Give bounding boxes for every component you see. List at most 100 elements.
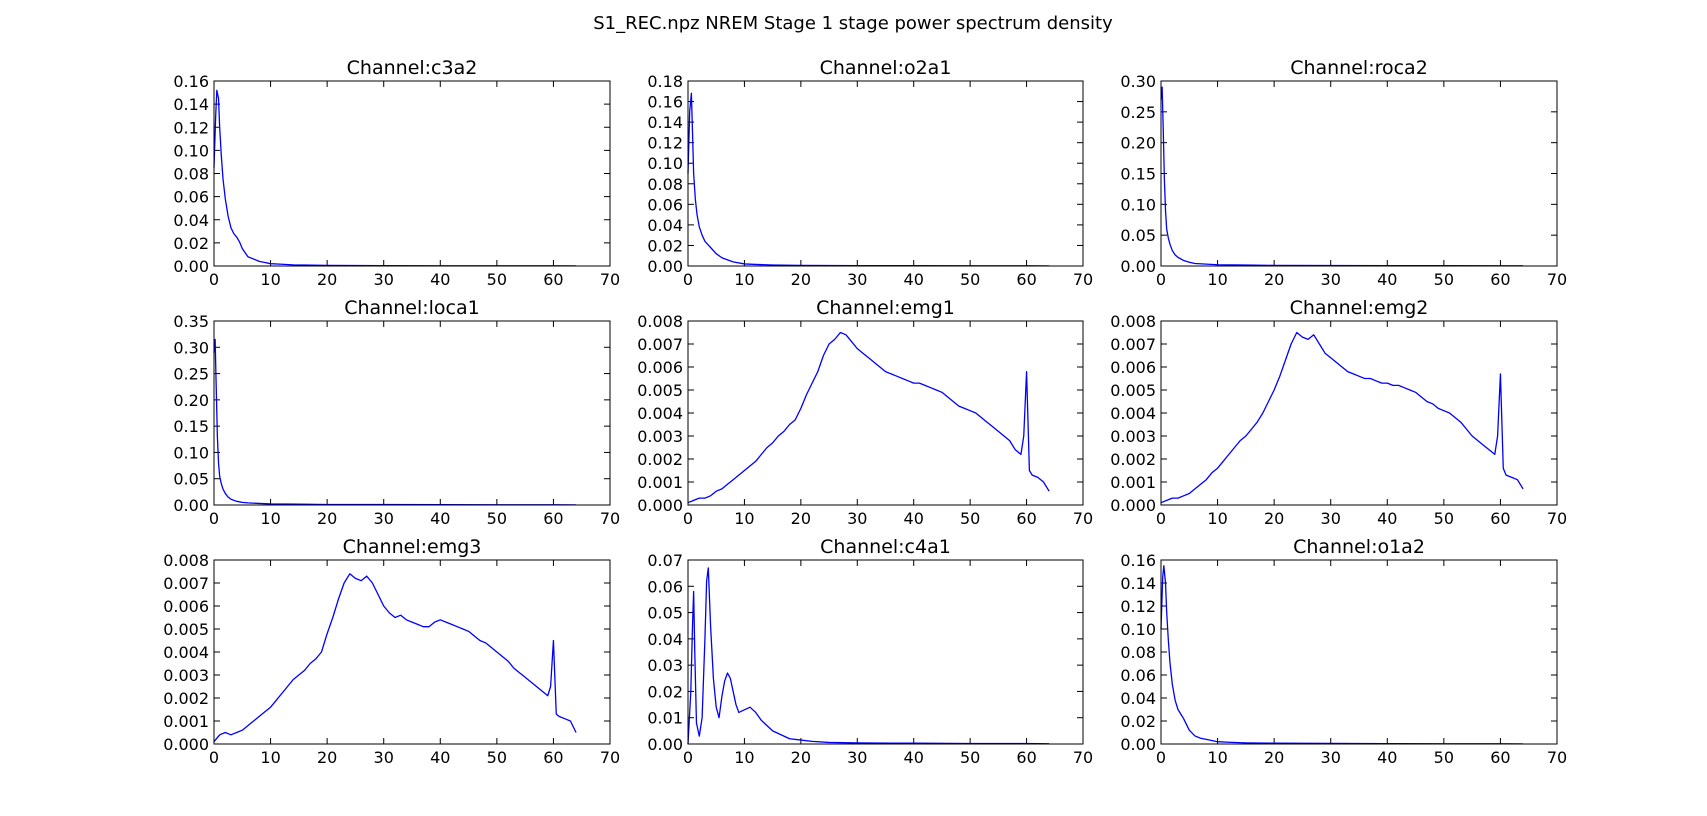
y-tick-label: 0.003 [637, 427, 683, 446]
x-tick-label: 50 [960, 509, 980, 528]
subplot-title: Channel:emg2 [1290, 297, 1429, 319]
x-tick-label: 0 [209, 509, 219, 528]
y-tick-label: 0.006 [163, 597, 209, 616]
x-tick-label: 40 [1377, 748, 1397, 767]
x-tick-label: 20 [791, 509, 811, 528]
subplot-o1a2: Channel:o1a2 0 10 20 30 40 50 60 70 0.00 0.02 0.04 0… [1120, 536, 1567, 767]
y-tick-label: 0.00 [647, 257, 683, 276]
x-tick-label: 20 [1264, 270, 1284, 289]
y-tick-label: 0.16 [1120, 551, 1156, 570]
x-tick-label: 70 [1547, 509, 1567, 528]
subplot-emg1: Channel:emg1 0 10 20 30 40 50 60 70 0.000 0.001 0.0… [637, 297, 1093, 528]
x-tick-label: 30 [1321, 270, 1341, 289]
axes-frame [1160, 320, 1558, 506]
x-tick-label: 50 [487, 509, 507, 528]
x-tick-label: 10 [734, 270, 754, 289]
x-tick-label: 40 [430, 270, 450, 289]
subplot-title: Channel:o2a1 [820, 57, 952, 79]
y-tick-label: 0.008 [1110, 312, 1156, 331]
y-tick-label: 0.10 [1120, 620, 1156, 639]
y-tick-label: 0.20 [173, 391, 209, 410]
x-tick-label: 40 [430, 748, 450, 767]
x-tick-label: 20 [317, 748, 337, 767]
x-tick-label: 60 [1490, 509, 1510, 528]
x-tick-label: 40 [1377, 509, 1397, 528]
x-tick-label: 20 [317, 509, 337, 528]
x-tick-label: 40 [904, 270, 924, 289]
y-tick-label: 0.08 [1120, 643, 1156, 662]
y-tick-label: 0.06 [173, 188, 209, 207]
y-tick-label: 0.07 [647, 551, 683, 570]
axes-frame [687, 320, 1084, 506]
figure-title: S1_REC.npz NREM Stage 1 stage power spec… [593, 13, 1113, 34]
y-tick-label: 0.14 [173, 95, 209, 114]
y-tick-label: 0.007 [637, 335, 683, 354]
y-tick-label: 0.001 [637, 473, 683, 492]
y-tick-label: 0.30 [173, 338, 209, 357]
x-tick-label: 30 [847, 270, 867, 289]
y-tick-label: 0.02 [647, 682, 683, 701]
x-tick-label: 60 [543, 509, 563, 528]
psd-series-line [1160, 565, 1524, 745]
y-tick-label: 0.01 [647, 709, 683, 728]
y-tick-label: 0.00 [1120, 257, 1156, 276]
x-tick-label: 10 [260, 270, 280, 289]
x-tick-label: 20 [791, 748, 811, 767]
y-tick-label: 0.14 [1120, 574, 1156, 593]
axes-frame [213, 320, 611, 506]
y-tick-label: 0.10 [173, 141, 209, 160]
x-tick-label: 70 [1547, 270, 1567, 289]
psd-series-line [687, 331, 1050, 504]
y-tick-label: 0.004 [163, 643, 209, 662]
x-tick-label: 0 [683, 509, 693, 528]
psd-series-line [687, 567, 1050, 745]
y-tick-label: 0.005 [163, 620, 209, 639]
x-tick-label: 40 [1377, 270, 1397, 289]
x-tick-label: 40 [904, 509, 924, 528]
y-tick-label: 0.005 [1110, 381, 1156, 400]
axes-frame [213, 80, 611, 267]
subplot-c4a1: Channel:c4a1 0 10 20 30 40 50 60 70 0.00 0.01 0.02 0… [647, 536, 1093, 767]
y-tick-label: 0.006 [637, 358, 683, 377]
x-tick-label: 30 [374, 748, 394, 767]
x-tick-label: 0 [1156, 270, 1166, 289]
y-tick-label: 0.04 [647, 216, 683, 235]
x-tick-label: 10 [260, 509, 280, 528]
y-tick-label: 0.04 [647, 630, 683, 649]
y-tick-label: 0.30 [1120, 72, 1156, 91]
y-tick-label: 0.05 [647, 604, 683, 623]
x-tick-label: 30 [847, 748, 867, 767]
y-tick-label: 0.003 [1110, 427, 1156, 446]
y-tick-label: 0.06 [647, 577, 683, 596]
y-tick-label: 0.06 [1120, 666, 1156, 685]
y-tick-label: 0.00 [1120, 735, 1156, 754]
y-tick-label: 0.12 [173, 118, 209, 137]
subplot-c3a2: Channel:c3a2 0 10 20 30 40 50 60 70 0.00 0.02 0.04 0… [173, 57, 620, 289]
y-tick-label: 0.000 [1110, 496, 1156, 515]
y-tick-label: 0.05 [173, 470, 209, 489]
x-tick-label: 10 [260, 748, 280, 767]
y-tick-label: 0.00 [173, 257, 209, 276]
y-tick-label: 0.008 [163, 551, 209, 570]
x-tick-label: 70 [600, 270, 620, 289]
x-tick-label: 60 [543, 270, 563, 289]
y-tick-label: 0.002 [1110, 450, 1156, 469]
axes-frame [687, 559, 1084, 745]
x-tick-label: 70 [1073, 748, 1093, 767]
y-tick-label: 0.04 [173, 211, 209, 230]
y-tick-label: 0.02 [1120, 712, 1156, 731]
y-tick-label: 0.08 [173, 165, 209, 184]
x-tick-label: 60 [1016, 270, 1036, 289]
x-tick-label: 20 [1264, 509, 1284, 528]
subplot-o2a1: Channel:o2a1 0 10 20 30 40 50 60 70 0.00 0.020.04 0… [647, 57, 1093, 289]
y-tick-label: 0.02 [647, 236, 683, 255]
y-tick-label: 0.000 [163, 735, 209, 754]
subplot-title: Channel:c4a1 [820, 536, 951, 558]
axes-frame [1160, 559, 1558, 745]
x-tick-label: 10 [1207, 748, 1227, 767]
x-tick-label: 0 [683, 270, 693, 289]
y-tick-label: 0.008 [637, 312, 683, 331]
x-tick-label: 10 [734, 748, 754, 767]
y-tick-label: 0.00 [647, 735, 683, 754]
